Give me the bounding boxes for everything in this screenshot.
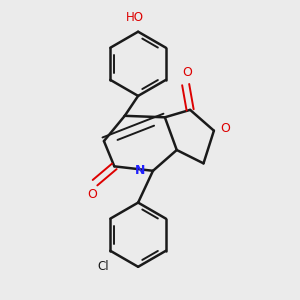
Text: O: O bbox=[88, 188, 98, 201]
Text: Cl: Cl bbox=[97, 260, 109, 273]
Text: O: O bbox=[220, 122, 230, 135]
Text: HO: HO bbox=[126, 11, 144, 24]
Text: O: O bbox=[182, 66, 192, 79]
Text: N: N bbox=[135, 164, 146, 177]
